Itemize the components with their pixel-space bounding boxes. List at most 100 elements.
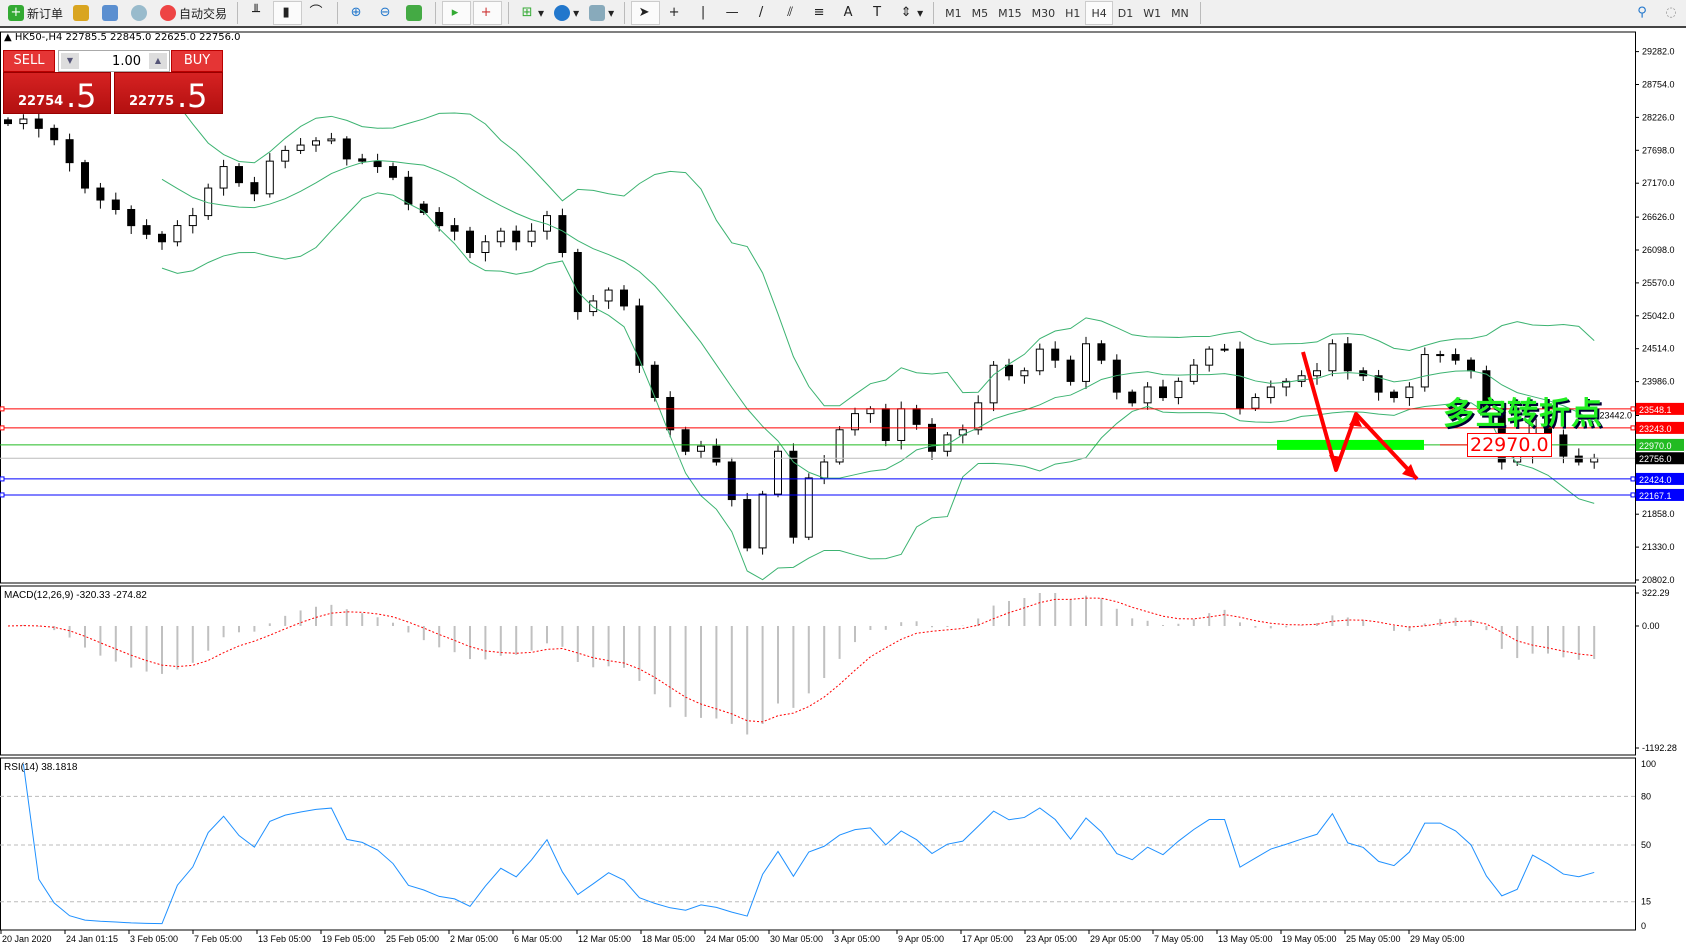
price-line-handle <box>1630 425 1636 431</box>
sell-price[interactable]: 22754.5 <box>3 72 111 115</box>
text-label-button[interactable]: T <box>865 1 892 25</box>
candle <box>712 438 721 466</box>
candle-body <box>1189 364 1198 382</box>
search-button[interactable]: ⚲ <box>1630 1 1657 25</box>
macd-y-tick-label: 322.29 <box>1642 588 1670 598</box>
y-tick-label: 23442.0 <box>1599 410 1632 420</box>
y-tick-label: 24514.0 <box>1642 344 1675 354</box>
new-order-icon: + <box>8 5 24 21</box>
candle <box>1374 369 1383 401</box>
candle-body <box>897 408 906 441</box>
fibonacci-icon: ≡ <box>813 5 825 20</box>
sell-label: SELL <box>13 53 45 68</box>
candle <box>1405 382 1414 406</box>
y-tick-label: 20802.0 <box>1642 575 1675 585</box>
timeframe-mn[interactable]: MN <box>1171 6 1189 20</box>
rsi-y-tick-label: 15 <box>1641 897 1651 907</box>
candle-body <box>1420 354 1429 388</box>
x-tick-label: 2 Mar 05:00 <box>450 934 498 944</box>
price-line-tag <box>1636 472 1684 485</box>
y-tick-label: 27170.0 <box>1642 178 1675 188</box>
rsi-y-tick-label: 80 <box>1641 791 1651 801</box>
candle-body <box>50 127 59 141</box>
timeframe-m1[interactable]: M1 <box>945 6 962 20</box>
market-watch-button[interactable] <box>69 1 96 25</box>
rsi-y-tick-label: 100 <box>1641 759 1656 769</box>
candle <box>127 205 136 234</box>
candle-body <box>327 138 336 142</box>
fibonacci-button[interactable]: ≡ <box>807 1 834 25</box>
pivot-zone-bar <box>1277 439 1424 450</box>
lot-decrease-button[interactable]: ▼ <box>61 53 79 69</box>
candle <box>1066 355 1075 386</box>
candle <box>928 418 936 460</box>
candle-body <box>65 139 74 164</box>
x-tick-label: 19 Feb 05:00 <box>322 934 375 944</box>
sell-button[interactable]: SELL <box>3 50 55 72</box>
text-button[interactable]: A <box>836 1 863 25</box>
annotation-text[interactable]: 多空转折点 <box>1443 396 1603 432</box>
timeframe-m15[interactable]: M15 <box>998 6 1022 20</box>
candle <box>65 133 74 172</box>
vertical-line-button[interactable]: | <box>691 1 718 25</box>
candle <box>1174 377 1183 405</box>
timeframe-h1[interactable]: H1 <box>1065 6 1081 20</box>
lot-increase-button[interactable]: ▲ <box>149 53 167 69</box>
candlestick-button[interactable]: ▮ <box>273 1 303 25</box>
price-line-handle <box>0 425 5 431</box>
zoom-out-button[interactable]: ⊖ <box>373 1 400 25</box>
candle <box>789 443 798 544</box>
timeframe-m30[interactable]: M30 <box>1031 6 1056 20</box>
macd-histogram <box>22 593 1596 735</box>
candle-body <box>743 499 752 549</box>
cursor-button[interactable]: ➤ <box>631 1 661 25</box>
candle-body <box>450 225 459 232</box>
buy-price[interactable]: 22775.5 <box>114 72 223 115</box>
candle-body <box>96 187 105 201</box>
bar-chart-button[interactable]: ╨ <box>244 1 271 25</box>
candle-body <box>620 289 628 307</box>
candle-body <box>1097 343 1106 361</box>
x-tick-label: 24 Jan 01:15 <box>66 934 118 944</box>
templates-button[interactable]: ▾ <box>585 1 618 25</box>
horizontal-line-button[interactable]: — <box>720 1 747 25</box>
timeframe-m5[interactable]: M5 <box>971 6 989 20</box>
signals-button[interactable] <box>127 1 154 25</box>
auto-trading-button[interactable]: 自动交易 <box>156 1 231 25</box>
candle <box>111 192 120 215</box>
arrows-button[interactable]: ⇕ ▾ <box>894 1 927 25</box>
indicators-button[interactable]: ⊞ ▾ <box>515 1 548 25</box>
line-chart-button[interactable]: ⌒ <box>304 1 331 25</box>
candle-body <box>1236 348 1244 409</box>
tile-windows-button[interactable] <box>402 1 429 25</box>
toolbar: + 新订单 自动交易 ╨ ▮ ⌒ ⊕ ⊖ ▸ + ⊞ ▾ ▾ ▾ ➤ + | — /… <box>0 0 1686 28</box>
chart-area[interactable]: 29282.0 28754.0 28226.0 27698.0 27170.0 26626… <box>0 30 1686 946</box>
candles <box>4 111 1599 555</box>
navigator-button[interactable] <box>98 1 125 25</box>
arrow-head-icon <box>1402 464 1417 479</box>
annotation-price-label[interactable]: 22970.0 <box>1467 433 1552 457</box>
bar-chart-icon: ╨ <box>252 5 260 20</box>
buy-button[interactable]: BUY <box>171 50 223 72</box>
crosshair-button[interactable]: + <box>662 1 689 25</box>
periods-button[interactable]: ▾ <box>550 1 583 25</box>
timeframe-w1[interactable]: W1 <box>1143 6 1162 20</box>
new-order-button[interactable]: + 新订单 <box>4 1 67 25</box>
candle <box>389 162 397 181</box>
equidistant-channel-button[interactable]: ⫽ <box>778 1 805 25</box>
chart-shift-button[interactable]: ▸ <box>442 1 472 25</box>
candle <box>81 159 89 194</box>
candle <box>650 361 659 402</box>
x-tick-label: 23 Apr 05:00 <box>1026 934 1077 944</box>
autoscroll-button[interactable]: + <box>473 1 503 25</box>
price-line-handle <box>1630 492 1636 498</box>
zoom-in-button[interactable]: ⊕ <box>344 1 371 25</box>
timeframe-h4[interactable]: H4 <box>1085 1 1113 25</box>
timeframe-d1[interactable]: D1 <box>1117 6 1134 20</box>
trendline-button[interactable]: / <box>749 1 776 25</box>
candle-body <box>912 408 921 425</box>
price-line-tag <box>1636 488 1684 501</box>
bollinger-upper <box>161 90 1595 407</box>
lot-size-input[interactable]: ▼ 1.00 ▲ <box>58 50 170 72</box>
chat-button[interactable]: ◌ <box>1659 1 1686 25</box>
